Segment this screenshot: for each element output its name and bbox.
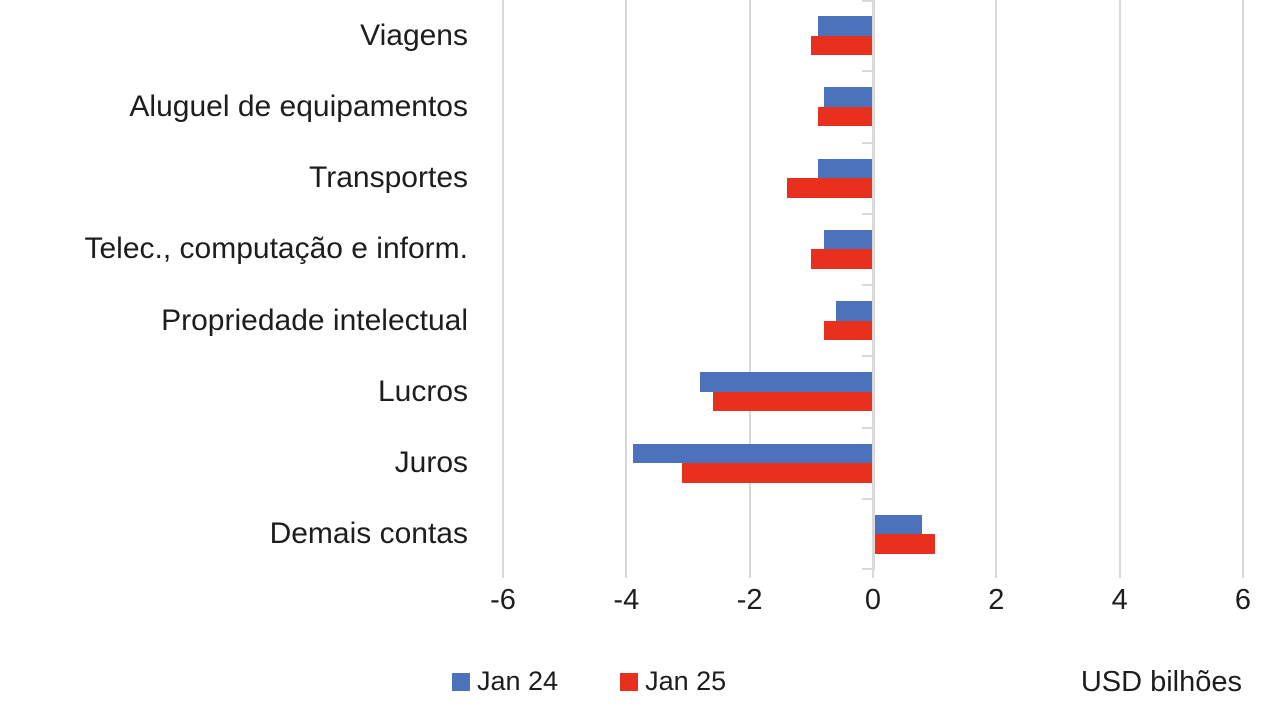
legend: Jan 24 Jan 25 xyxy=(452,668,726,695)
category-label-demais-contas: Demais contas xyxy=(269,517,468,551)
bar-jan-24-juros xyxy=(632,443,873,464)
bar-jan-24-transportes xyxy=(817,158,873,179)
bar-jan-25-propriedade-intelectual xyxy=(823,320,873,341)
category-label-transportes: Transportes xyxy=(309,161,468,195)
category-boundary-tick xyxy=(862,284,872,286)
value-axis-zero-line xyxy=(872,0,875,570)
category-label-juros: Juros xyxy=(394,446,468,480)
bar-jan-24-telec-computa-o-e-inform xyxy=(823,229,873,250)
category-boundary-tick xyxy=(862,213,872,215)
bar-jan-24-demais-contas xyxy=(873,514,923,535)
gridline-4 xyxy=(1118,0,1121,570)
category-label-telec-computa-o-e-inform: Telec., computação e inform. xyxy=(84,232,468,266)
axis-tick--2 xyxy=(748,570,751,578)
category-boundary-tick xyxy=(862,568,872,570)
value-tick-label-2: 2 xyxy=(988,584,1005,616)
gridline-6 xyxy=(1242,0,1244,570)
value-tick-label--6: -6 xyxy=(490,584,516,616)
bar-jan-25-viagens xyxy=(811,35,873,56)
axis-unit-label: USD bilhões xyxy=(1080,666,1242,698)
value-tick-label-4: 4 xyxy=(1111,584,1128,616)
value-tick-label--2: -2 xyxy=(736,584,763,616)
bar-jan-24-viagens xyxy=(817,16,873,36)
bar-jan-25-demais-contas xyxy=(873,534,935,554)
category-boundary-tick xyxy=(862,498,872,500)
category-label-propriedade-intelectual: Propriedade intelectual xyxy=(161,303,468,337)
category-label-aluguel-de-equipamentos: Aluguel de equipamentos xyxy=(129,89,468,123)
category-boundary-tick xyxy=(862,70,872,72)
gridline--4 xyxy=(625,0,628,570)
gridline--2 xyxy=(748,0,751,570)
legend-label-jan-24: Jan 24 xyxy=(477,666,559,696)
bar-jan-25-juros xyxy=(681,463,873,483)
value-tick-label-0: 0 xyxy=(864,584,882,616)
category-boundary-tick xyxy=(862,427,872,429)
axis-tick-6 xyxy=(1242,570,1244,578)
axis-tick-4 xyxy=(1118,570,1121,578)
gridline-2 xyxy=(995,0,998,570)
axis-tick-0 xyxy=(872,570,874,578)
legend-item-jan-24: Jan 24 xyxy=(452,668,558,695)
bar-jan-25-lucros xyxy=(712,391,873,412)
axis-tick-2 xyxy=(995,570,998,578)
axis-tick--4 xyxy=(625,570,628,578)
value-tick-label--4: -4 xyxy=(613,584,640,616)
category-label-viagens: Viagens xyxy=(360,18,468,52)
bar-jan-24-propriedade-intelectual xyxy=(836,301,873,321)
bar-jan-25-aluguel-de-equipamentos xyxy=(817,106,873,127)
legend-swatch-jan-25 xyxy=(620,672,639,691)
bar-jan-25-telec-computa-o-e-inform xyxy=(811,249,873,269)
category-label-lucros: Lucros xyxy=(377,374,468,408)
legend-swatch-jan-24 xyxy=(452,672,470,691)
value-tick-label-6: 6 xyxy=(1234,584,1252,616)
legend-label-jan-25: Jan 25 xyxy=(645,666,727,696)
category-boundary-tick xyxy=(862,142,872,144)
gridline--6 xyxy=(502,0,504,570)
category-boundary-tick xyxy=(862,355,872,357)
bar-jan-24-aluguel-de-equipamentos xyxy=(823,87,873,107)
legend-item-jan-25: Jan 25 xyxy=(620,668,726,695)
bar-jan-25-transportes xyxy=(786,178,873,198)
category-boundary-tick xyxy=(862,0,872,2)
axis-tick--6 xyxy=(502,570,504,578)
bar-jan-24-lucros xyxy=(700,372,873,392)
